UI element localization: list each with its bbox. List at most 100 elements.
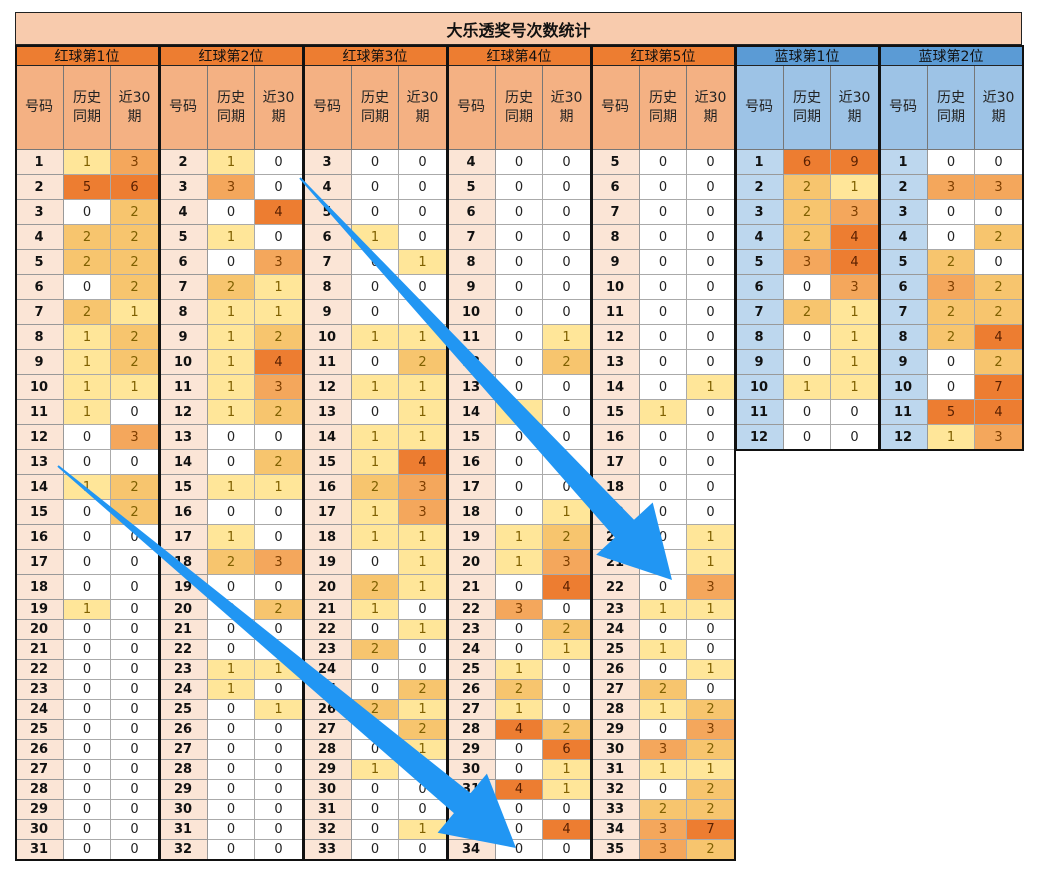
recent30-count: 0: [255, 740, 303, 760]
recent30-count: 3: [975, 175, 1023, 200]
group-header-7: 蓝球第2位: [879, 45, 1023, 66]
recent30-count: 1: [687, 600, 735, 620]
recent30-count: 0: [111, 700, 159, 720]
history-count: 1: [64, 375, 111, 400]
history-count: 3: [640, 840, 687, 860]
recent30-count: 1: [399, 375, 447, 400]
ball-number: 14: [159, 450, 208, 475]
recent30-count: 4: [543, 820, 591, 840]
history-count: 1: [208, 325, 255, 350]
history-count: 4: [496, 720, 543, 740]
group-header-6: 蓝球第1位: [735, 45, 879, 66]
ball-number: 9: [159, 325, 208, 350]
ball-number: 35: [591, 840, 640, 860]
history-count: 0: [208, 620, 255, 640]
history-count: 0: [352, 150, 399, 175]
history-count: 3: [496, 600, 543, 620]
recent30-count: 0: [255, 820, 303, 840]
history-count: 0: [64, 525, 111, 550]
recent30-count: 3: [255, 550, 303, 575]
ball-number: 17: [447, 475, 496, 500]
ball-number: 23: [15, 680, 64, 700]
recent30-count: 0: [255, 150, 303, 175]
ball-number: 34: [591, 820, 640, 840]
recent30-count: 0: [111, 660, 159, 680]
history-count: 3: [640, 820, 687, 840]
history-count: 0: [640, 550, 687, 575]
history-count: 1: [496, 525, 543, 550]
ball-number: 34: [447, 840, 496, 860]
recent30-count: 0: [687, 175, 735, 200]
recent30-count: 4: [255, 350, 303, 375]
ball-number: 15: [159, 475, 208, 500]
recent30-count: 2: [111, 350, 159, 375]
history-count: 1: [64, 325, 111, 350]
recent30-count: 0: [543, 660, 591, 680]
number-col-header: 号码: [159, 66, 208, 150]
history-count: 0: [640, 720, 687, 740]
history-count: 0: [352, 200, 399, 225]
ball-number: 21: [303, 600, 352, 620]
recent30-count: 2: [111, 225, 159, 250]
ball-number: 11: [879, 400, 928, 425]
recent30-count: 3: [831, 200, 879, 225]
history-count: 0: [64, 640, 111, 660]
ball-number: 22: [15, 660, 64, 680]
ball-number: 7: [879, 300, 928, 325]
ball-number: 20: [15, 620, 64, 640]
ball-number: 25: [15, 720, 64, 740]
history-count: 2: [784, 200, 831, 225]
history-count: 0: [496, 175, 543, 200]
ball-number: 32: [591, 780, 640, 800]
recent30-count: 0: [687, 620, 735, 640]
ball-number: 11: [159, 375, 208, 400]
recent30-count: 0: [543, 700, 591, 720]
history-count: 0: [928, 150, 975, 175]
history-count: 4: [496, 780, 543, 800]
ball-number: 21: [15, 640, 64, 660]
recent30-count: 0: [543, 400, 591, 425]
history-count: 2: [640, 680, 687, 700]
recent30-count: 2: [543, 720, 591, 740]
recent30-col-header: 近30 期: [543, 66, 591, 150]
ball-number: 26: [159, 720, 208, 740]
ball-number: 20: [159, 600, 208, 620]
ball-number: 6: [15, 275, 64, 300]
ball-number: 24: [303, 660, 352, 680]
recent30-count: 0: [687, 475, 735, 500]
history-count: 0: [64, 575, 111, 600]
ball-number: 31: [15, 840, 64, 860]
history-count: 0: [208, 740, 255, 760]
recent30-count: 0: [543, 450, 591, 475]
recent30-count: 0: [543, 175, 591, 200]
ball-number: 32: [303, 820, 352, 840]
history-count: 1: [496, 700, 543, 720]
ball-number: 33: [591, 800, 640, 820]
history-count: 1: [352, 760, 399, 780]
history-count: 0: [64, 425, 111, 450]
ball-number: 25: [591, 640, 640, 660]
recent30-count: 1: [399, 700, 447, 720]
ball-number: 32: [159, 840, 208, 860]
ball-number: 3: [303, 150, 352, 175]
ball-number: 20: [591, 525, 640, 550]
recent30-count: 1: [543, 640, 591, 660]
ball-number: 9: [591, 250, 640, 275]
recent30-count: 2: [687, 840, 735, 860]
recent30-count: 0: [111, 780, 159, 800]
ball-number: 5: [447, 175, 496, 200]
history-count: 0: [208, 600, 255, 620]
history-count: 2: [352, 575, 399, 600]
ball-number: 6: [591, 175, 640, 200]
ball-number: 33: [447, 820, 496, 840]
recent30-count: 0: [975, 250, 1023, 275]
history-count: 0: [208, 780, 255, 800]
history-col-header: 历史 同期: [496, 66, 543, 150]
recent30-count: 0: [255, 225, 303, 250]
recent30-count: 0: [543, 375, 591, 400]
recent30-count: 0: [111, 620, 159, 640]
history-count: 0: [640, 575, 687, 600]
history-count: 1: [352, 500, 399, 525]
recent30-count: 0: [399, 780, 447, 800]
recent30-count: 0: [975, 150, 1023, 175]
